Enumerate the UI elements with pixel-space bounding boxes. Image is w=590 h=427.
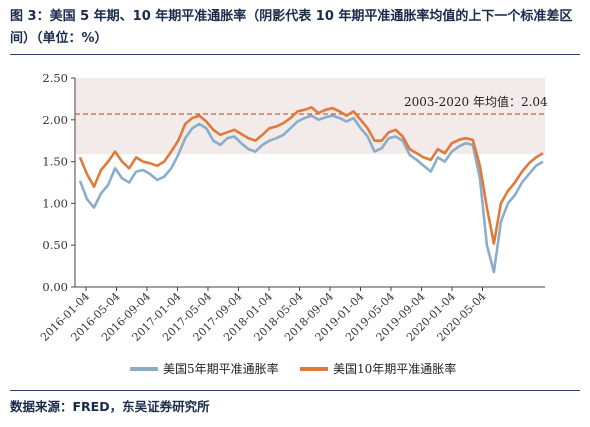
source-note: 数据来源：FRED，东吴证券研究所 — [10, 399, 210, 414]
legend-label: 美国5年期平准通胀率 — [163, 361, 279, 376]
y-tick-label: 2.50 — [42, 71, 68, 85]
y-tick-label: 0.50 — [42, 238, 68, 252]
series-line-5y — [78, 114, 544, 274]
legend-label: 美国10年期平准通胀率 — [333, 361, 456, 376]
line-chart: 0.000.501.001.502.002.502016-01-042016-0… — [38, 71, 548, 376]
figure-title: 图 3：美国 5 年期、10 年期平准通胀率（阴影代表 10 年期平准通胀率均值… — [10, 9, 573, 46]
title-rule — [10, 54, 580, 55]
mean-label: 2003-2020 年均值：2.04 — [404, 94, 548, 109]
y-tick-label: 0.00 — [42, 280, 68, 294]
y-tick-label: 2.00 — [42, 113, 68, 127]
series-line-10y — [78, 105, 544, 245]
y-tick-label: 1.50 — [42, 155, 68, 169]
y-tick-label: 1.00 — [42, 196, 68, 210]
source-rule — [10, 390, 580, 391]
